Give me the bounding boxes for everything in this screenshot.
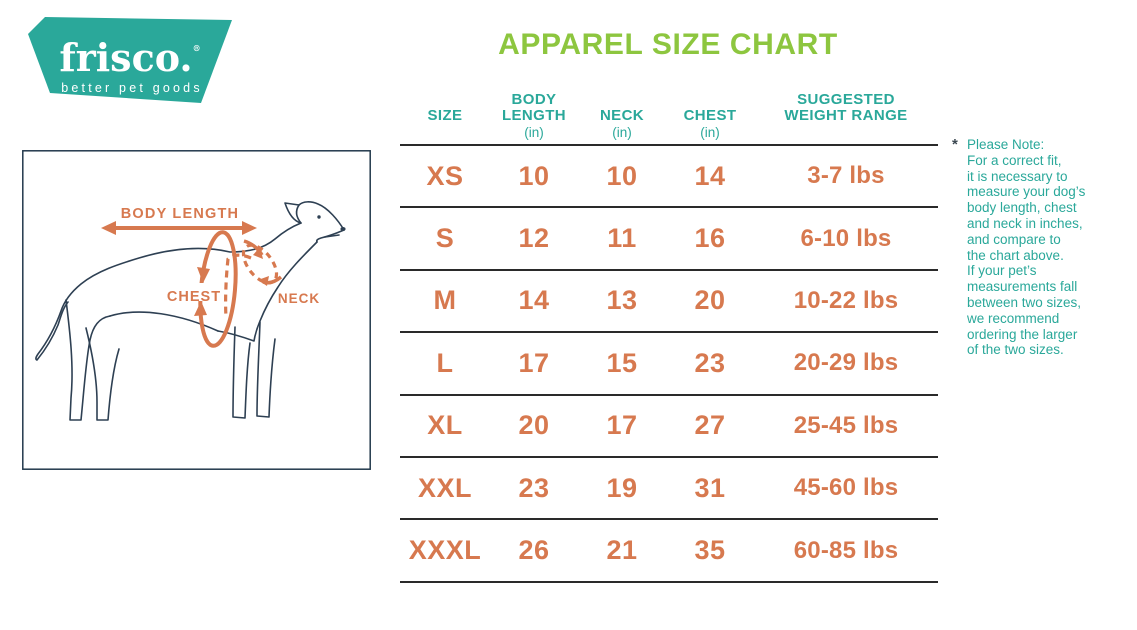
neck-cell: 10 [606,160,638,191]
dog-eye [317,215,321,219]
column-header-neck: NECK (in) [578,80,666,144]
body-length-cell: 26 [518,535,550,566]
neck-arrow-up-icon [258,276,269,286]
note-body: For a correct fit, it is necessary to me… [967,152,1086,358]
column-title: SUGGESTED WEIGHT RANGE [784,90,908,124]
column-unit: (in) [524,125,544,140]
neck-arrow-down-icon [253,247,263,259]
neck-cell: 11 [607,223,637,254]
column-title: BODY LENGTH [501,90,567,124]
weight-cell: 6-10 lbs [800,224,892,252]
asterisk-marker: * [952,136,958,153]
weight-cell: 25-45 lbs [793,411,899,439]
weight-cell: 3-7 lbs [807,162,885,190]
column-unit: (in) [612,125,632,140]
chest-cell: 23 [694,347,726,378]
chest-cell: 35 [694,535,726,566]
page-title: APPAREL SIZE CHART [498,28,838,61]
neck-cell: 19 [606,472,638,503]
body-length-cell: 12 [518,223,550,254]
column-header-chest: CHEST (in) [666,80,754,144]
size-cell: XXXL [408,535,482,566]
logo-brand-text: frisco.® [59,35,200,80]
chest-label: CHEST [167,289,221,305]
table-row: XL 20 17 27 25-45 lbs [400,393,938,456]
body-length-cell: 14 [518,285,550,316]
column-header-weight: SUGGESTED WEIGHT RANGE [754,80,938,144]
dog-nose [340,227,346,231]
size-cell: L [436,347,454,378]
body-length-cell: 17 [518,347,550,378]
logo-tagline: better pet goods [61,81,203,95]
weight-cell: 60-85 lbs [793,536,899,564]
chest-arrow-up-icon [194,301,207,316]
size-cell: XS [426,160,464,191]
dog-illustration [35,201,345,421]
size-cell: S [435,223,455,254]
size-cell: XXL [417,472,472,503]
body-length-cell: 23 [518,472,550,503]
dog-measurement-diagram: BODY LENGTH CHEST NECK [22,150,371,470]
body-length-arrow [101,221,257,235]
weight-cell: 20-29 lbs [793,349,899,377]
neck-cell: 13 [606,285,638,316]
body-length-label: BODY LENGTH [121,206,239,222]
chest-arrow-down-icon [197,267,210,283]
body-length-cell: 20 [518,410,550,441]
note-block: * Please Note: For a correct fit, it is … [952,137,1130,358]
chest-cell: 14 [694,160,726,191]
chest-cell: 20 [694,285,726,316]
column-title: SIZE [427,106,463,124]
table-row: M 14 13 20 10-22 lbs [400,268,938,331]
neck-measure-loop [241,239,283,286]
size-table: SIZE BODY LENGTH (in) NECK (in) CHEST (i… [400,80,938,583]
diagram-border [22,150,371,470]
weight-cell: 10-22 lbs [793,286,899,314]
registered-mark: ® [193,43,201,53]
column-header-size: SIZE [400,80,490,144]
neck-label: NECK [278,291,320,306]
table-row: L 17 15 23 20-29 lbs [400,331,938,393]
neck-cell: 17 [606,410,638,441]
note-heading: Please Note: [967,137,1045,152]
frisco-logo: frisco.® better pet goods [28,17,232,103]
harness-dashed-line [224,253,252,319]
neck-cell: 21 [606,535,638,566]
chest-cell: 31 [694,472,726,503]
table-row: XXXL 26 21 35 60-85 lbs [400,518,938,580]
size-cell: M [433,285,457,316]
column-header-body-length: BODY LENGTH (in) [490,80,578,144]
chest-cell: 16 [694,223,726,254]
body-length-cell: 10 [518,160,550,191]
logo-banner-shape [28,17,232,103]
chest-measure-loop [191,230,238,348]
table-row: XXL 23 19 31 45-60 lbs [400,455,938,518]
weight-cell: 45-60 lbs [793,474,899,502]
table-row: S 12 11 16 6-10 lbs [400,206,938,268]
arrow-left-icon [101,221,116,235]
column-title: CHEST [683,106,737,124]
chest-cell: 27 [694,410,726,441]
arrow-right-icon [242,221,257,235]
column-title: NECK [599,106,645,124]
table-row: XS 10 10 14 3-7 lbs [400,144,938,206]
table-body: XS 10 10 14 3-7 lbs S 12 11 16 6-10 lbs … [400,144,938,583]
column-unit: (in) [700,125,720,140]
size-cell: XL [427,410,463,441]
neck-cell: 15 [606,347,638,378]
table-header-row: SIZE BODY LENGTH (in) NECK (in) CHEST (i… [400,80,938,144]
